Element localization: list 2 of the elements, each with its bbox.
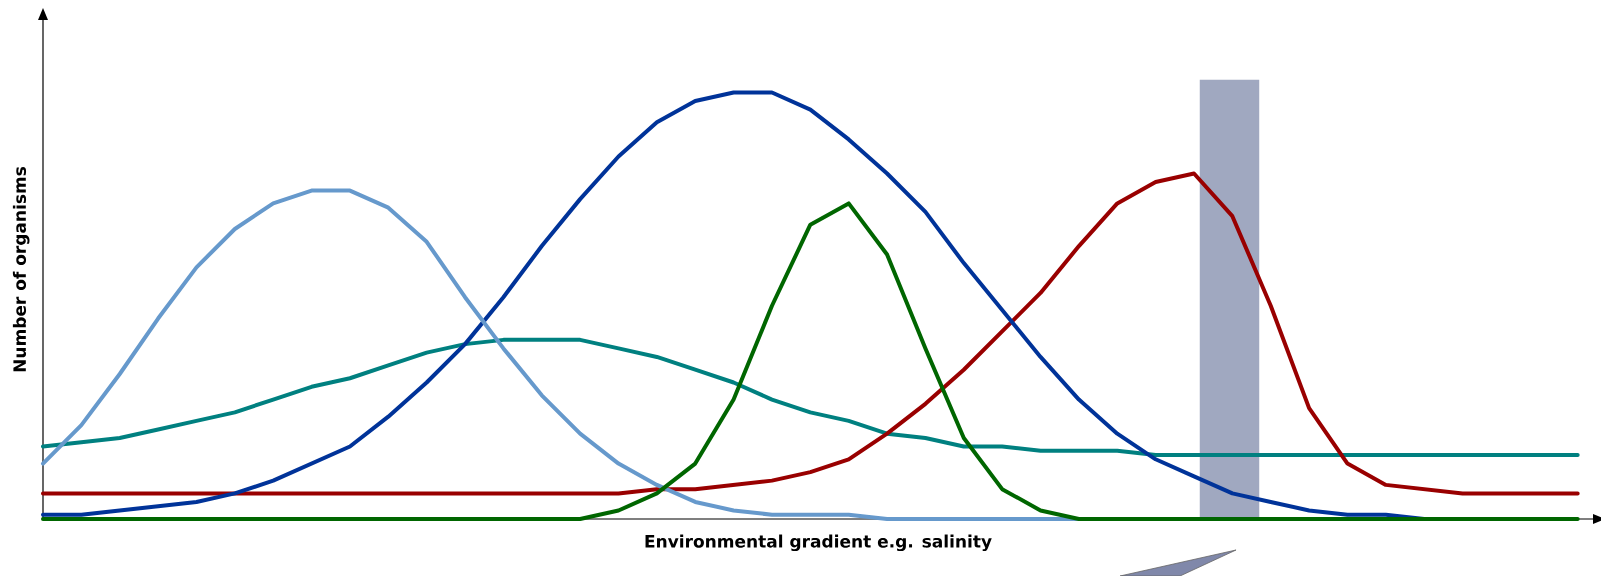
- x-axis-title: Environmental gradient e.g. salinity: [645, 534, 992, 552]
- y-axis-title: Number of organisms: [12, 166, 30, 372]
